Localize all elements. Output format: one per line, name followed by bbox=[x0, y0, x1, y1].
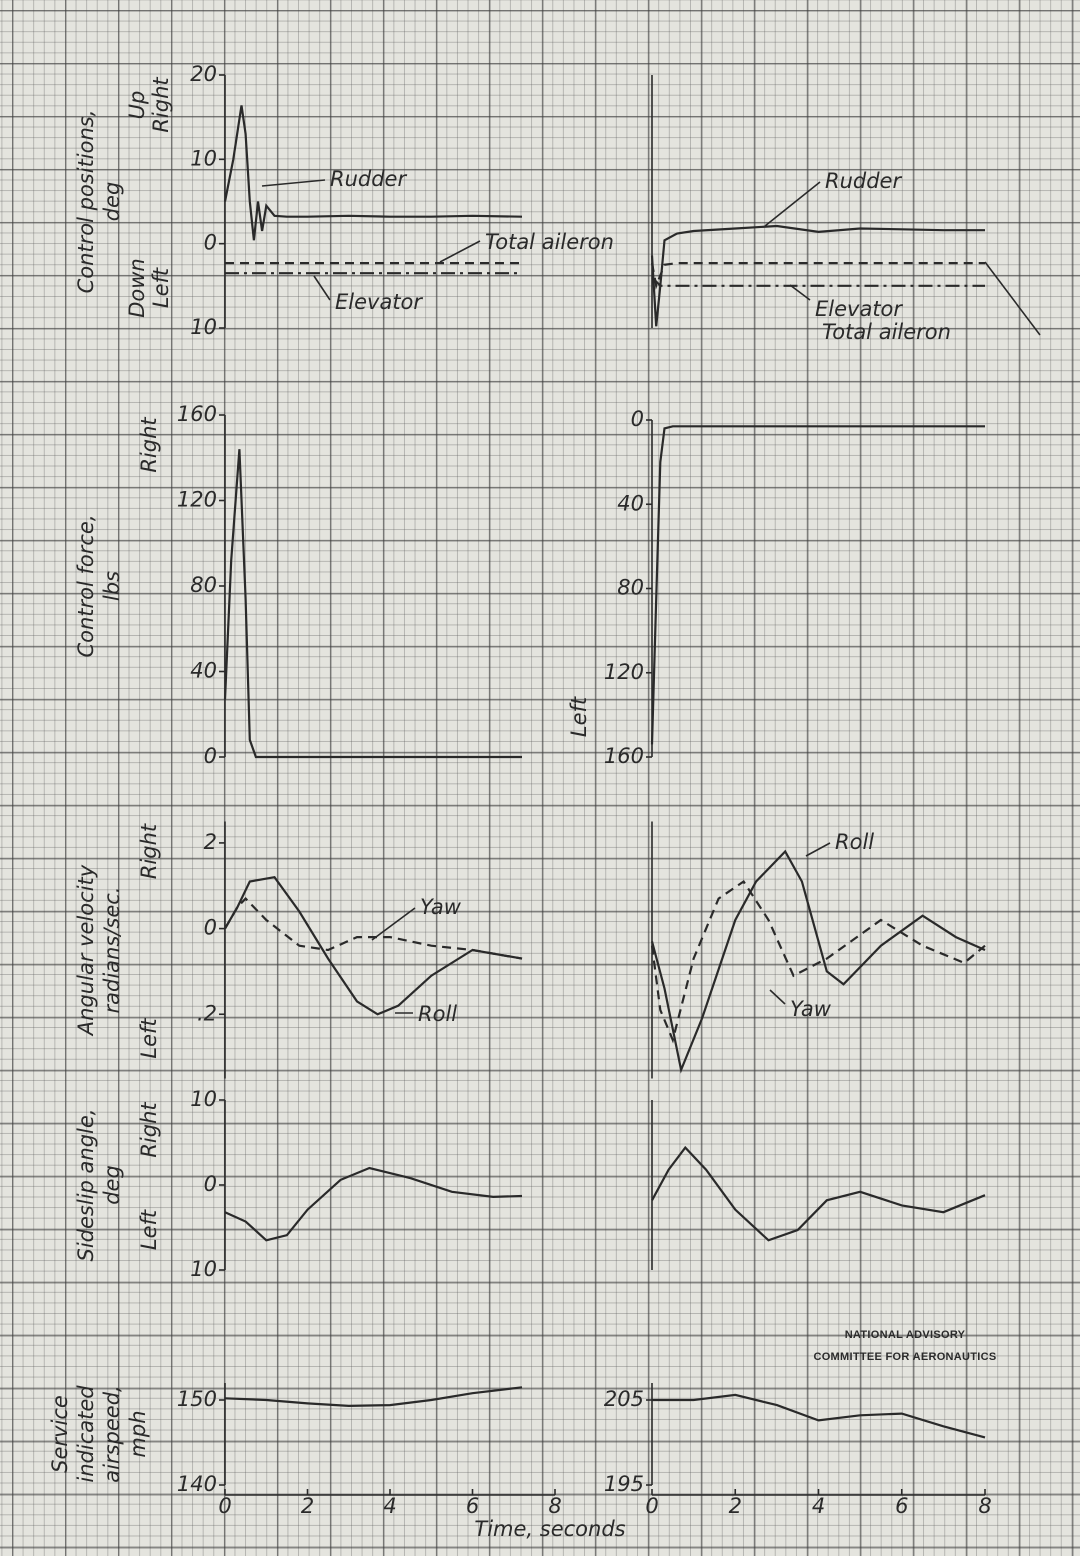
annotation: Total aileron bbox=[485, 230, 614, 254]
data-line bbox=[223, 105, 523, 241]
y-axis-title: airspeed, bbox=[100, 1385, 124, 1482]
data-line bbox=[651, 1145, 986, 1242]
direction-label: Left bbox=[567, 696, 591, 737]
leader-line bbox=[313, 275, 331, 301]
y-tick-label: 0 bbox=[204, 1172, 217, 1196]
x-tick-label: 4 bbox=[812, 1494, 825, 1518]
annotation: Rudder bbox=[330, 167, 407, 191]
y-tick-label: 195 bbox=[604, 1472, 644, 1496]
direction-label: Left bbox=[149, 267, 173, 308]
direction-label: Right bbox=[137, 417, 161, 473]
y-tick-label: 140 bbox=[177, 1472, 217, 1496]
y-axis-title: radians/sec. bbox=[100, 887, 124, 1014]
y-tick-label: 160 bbox=[177, 402, 217, 426]
annotation: Rudder bbox=[825, 169, 902, 193]
x-tick-label: 0 bbox=[218, 1494, 231, 1518]
data-line bbox=[650, 879, 986, 1044]
annotation: Elevator bbox=[815, 297, 903, 321]
y-tick-label: 0 bbox=[204, 231, 217, 255]
y-tick-label: 20 bbox=[190, 62, 217, 86]
x-tick-label: 2 bbox=[301, 1494, 314, 1518]
x-axis-title: Time, seconds bbox=[474, 1517, 625, 1541]
data-line bbox=[652, 1393, 986, 1439]
x-tick-label: 2 bbox=[729, 1494, 742, 1518]
leader-line bbox=[261, 179, 326, 187]
y-axis-title: Sideslip angle, bbox=[74, 1109, 98, 1262]
leader-line bbox=[805, 842, 831, 857]
leader-line bbox=[764, 181, 821, 227]
x-tick-label: 0 bbox=[645, 1494, 658, 1518]
direction-label: Right bbox=[137, 823, 161, 879]
y-axis-title: Control force, bbox=[74, 514, 98, 657]
y-tick-label: 10 bbox=[190, 146, 217, 170]
y-tick-label: 0 bbox=[204, 744, 217, 768]
y-tick-label: 2 bbox=[204, 830, 217, 854]
y-axis-title: deg bbox=[100, 182, 124, 222]
y-tick-label: 80 bbox=[617, 576, 644, 600]
x-tick-label: 4 bbox=[383, 1494, 396, 1518]
direction-label: Down bbox=[125, 258, 149, 318]
data-line bbox=[650, 262, 985, 290]
leader-line bbox=[789, 284, 811, 301]
leader-line bbox=[984, 261, 1041, 336]
y-tick-label: 10 bbox=[190, 1257, 217, 1281]
data-line bbox=[224, 1386, 523, 1408]
annotation: Elevator bbox=[335, 290, 423, 314]
annotation: Roll bbox=[835, 830, 874, 854]
x-tick-label: 8 bbox=[548, 1494, 561, 1518]
y-tick-label: 120 bbox=[604, 660, 644, 684]
x-tick-label: 6 bbox=[895, 1494, 908, 1518]
y-tick-label: 150 bbox=[177, 1387, 217, 1411]
y-axis-title: Control positions, bbox=[74, 110, 98, 294]
y-axis-title: mph bbox=[126, 1410, 150, 1457]
y-axis-title: indicated bbox=[74, 1385, 98, 1483]
data-line bbox=[651, 276, 985, 287]
data-line bbox=[224, 875, 523, 1016]
data-line bbox=[223, 449, 522, 759]
leader-line bbox=[769, 989, 786, 1005]
direction-label: Left bbox=[137, 1018, 161, 1059]
y-tick-label: 0 bbox=[631, 407, 644, 431]
y-axis-title: Angular velocity bbox=[74, 864, 98, 1037]
data-line bbox=[224, 897, 523, 960]
y-tick-label: 40 bbox=[617, 491, 644, 515]
y-tick-label: 80 bbox=[190, 573, 217, 597]
direction-label: Up bbox=[125, 91, 149, 120]
direction-label: Right bbox=[137, 1102, 161, 1158]
credit: NATIONAL ADVISORY bbox=[845, 1329, 966, 1341]
x-tick-label: 8 bbox=[978, 1494, 991, 1518]
y-tick-label: 10 bbox=[190, 1087, 217, 1111]
annotation: Total aileron bbox=[822, 320, 951, 344]
data-line bbox=[650, 425, 985, 745]
y-axis-title: lbs bbox=[100, 571, 124, 601]
x-tick-label: 6 bbox=[466, 1494, 479, 1518]
y-tick-label: 0 bbox=[204, 916, 217, 940]
y-axis-title: deg bbox=[100, 1165, 124, 1205]
y-axis-title: Service bbox=[48, 1395, 72, 1473]
y-tick-label: 120 bbox=[177, 488, 217, 512]
y-tick-label: .2 bbox=[197, 1001, 217, 1025]
y-tick-label: 205 bbox=[604, 1387, 644, 1411]
annotation: Yaw bbox=[790, 997, 832, 1021]
direction-label: Right bbox=[149, 77, 173, 133]
y-tick-label: 10 bbox=[190, 315, 217, 339]
direction-label: Left bbox=[137, 1209, 161, 1250]
annotation: Roll bbox=[418, 1002, 457, 1026]
annotation: Yaw bbox=[420, 895, 462, 919]
y-tick-label: 160 bbox=[604, 744, 644, 768]
leader-line bbox=[439, 240, 481, 263]
y-tick-label: 40 bbox=[190, 659, 217, 683]
leader-line bbox=[371, 907, 416, 941]
data-line bbox=[650, 849, 986, 1074]
credit: COMMITTEE FOR AERONAUTICS bbox=[813, 1351, 996, 1363]
data-line bbox=[224, 1166, 523, 1242]
